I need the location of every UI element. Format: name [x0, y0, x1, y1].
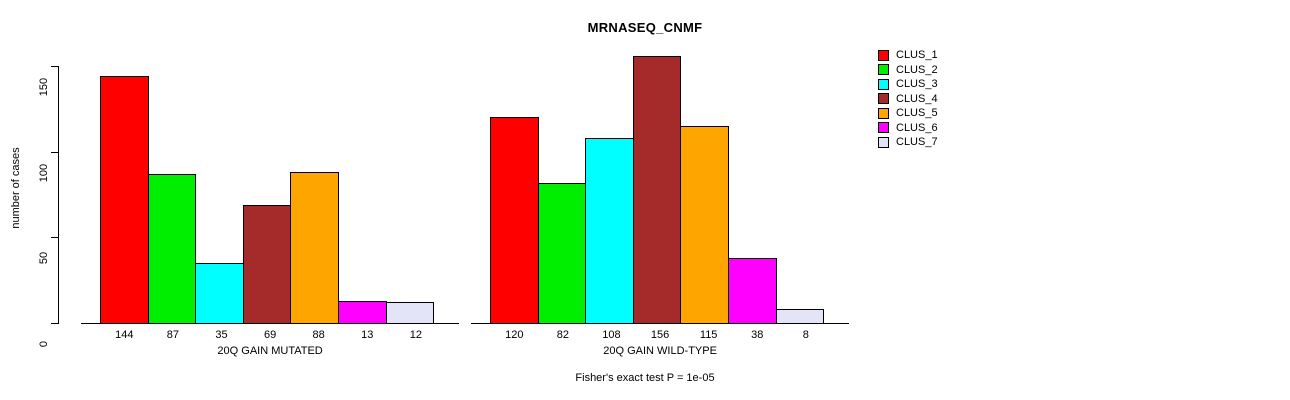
bar-group — [100, 66, 440, 324]
legend-swatch-icon — [878, 78, 889, 90]
bar-clus_4[interactable] — [632, 55, 682, 324]
bar-value-label: 82 — [556, 329, 570, 341]
y-axis-tick — [51, 151, 58, 153]
legend-swatch-icon — [878, 136, 889, 148]
y-axis-tick — [51, 237, 58, 239]
legend: CLUS_1 CLUS_2 CLUS_3 CLUS_4 CLUS_5 CLUS_6 CLUS… — [878, 48, 938, 150]
legend-item-clus_5[interactable]: CLUS_5 — [878, 106, 938, 121]
bar-value-label: 115 — [699, 329, 718, 341]
legend-item-label: CLUS_6 — [896, 121, 938, 134]
bar-clus_5[interactable] — [290, 172, 339, 324]
legend-swatch-icon — [878, 49, 889, 61]
x-axis-group-label: 20Q GAIN WILD-TYPE — [603, 345, 717, 357]
legend-item-clus_2[interactable]: CLUS_2 — [878, 63, 938, 78]
legend-item-label: CLUS_7 — [896, 136, 938, 149]
bar-clus_6[interactable] — [337, 300, 387, 324]
x-axis-tick-labels: 144 87 35 69 88 13 12 — [100, 329, 440, 341]
y-axis-tick-label: 100 — [38, 163, 50, 182]
bar-clus_1[interactable] — [490, 117, 539, 324]
bar-group — [490, 55, 830, 324]
y-axis-tick-label: 50 — [38, 252, 50, 265]
legend-item-clus_4[interactable]: CLUS_4 — [878, 92, 938, 107]
legend-item-label: CLUS_2 — [896, 63, 938, 76]
bar-clus_6[interactable] — [727, 257, 777, 324]
bar-clus_3[interactable] — [585, 137, 634, 324]
y-axis-line — [58, 66, 59, 324]
x-axis-group-label: 20Q GAIN MUTATED — [217, 345, 323, 357]
y-axis-tick-label: 0 — [38, 340, 50, 348]
legend-item-clus_6[interactable]: CLUS_6 — [878, 121, 938, 136]
bar-value-label: 8 — [802, 329, 809, 341]
bar-value-label: 120 — [505, 329, 524, 341]
bar-value-label: 144 — [115, 329, 134, 341]
legend-item-label: CLUS_5 — [896, 107, 938, 120]
bar-clus_2[interactable] — [147, 173, 197, 324]
y-axis-tick-label: 150 — [38, 77, 50, 97]
legend-swatch-icon — [878, 107, 889, 119]
legend-swatch-icon — [878, 64, 889, 76]
legend-item-clus_1[interactable]: CLUS_1 — [878, 48, 938, 63]
bar-value-label: 88 — [312, 329, 325, 341]
bar-value-label: 87 — [166, 329, 180, 341]
y-axis-label: number of cases — [10, 147, 22, 229]
legend-item-clus_3[interactable]: CLUS_3 — [878, 77, 938, 92]
legend-item-label: CLUS_1 — [896, 49, 938, 62]
legend-item-label: CLUS_3 — [896, 78, 938, 91]
page-title: MRNASEQ_CNMF — [587, 20, 703, 35]
legend-swatch-icon — [878, 122, 889, 134]
bar-value-label: 35 — [215, 329, 228, 341]
statistical-annotation: Fisher's exact test P = 1e-05 — [575, 372, 715, 384]
bar-value-label: 108 — [602, 329, 621, 341]
bar-clus_2[interactable] — [537, 182, 587, 324]
legend-item-label: CLUS_4 — [896, 92, 938, 105]
bar-clus_3[interactable] — [195, 263, 244, 324]
legend-item-clus_7[interactable]: CLUS_7 — [878, 135, 938, 150]
bar-clus_1[interactable] — [100, 76, 149, 324]
bar-clus_4[interactable] — [242, 204, 292, 324]
bar-value-label: 12 — [409, 329, 422, 341]
legend-swatch-icon — [878, 93, 889, 105]
bar-clus_5[interactable] — [680, 125, 729, 324]
bar-value-label: 156 — [650, 329, 670, 341]
bar-clus_7[interactable] — [775, 309, 825, 324]
y-axis-tick — [51, 323, 58, 324]
y-axis-tick — [51, 66, 58, 67]
bar-value-label: 38 — [751, 329, 764, 341]
bar-value-label: 69 — [263, 329, 277, 341]
x-axis-tick-labels: 120 82 108 156 115 38 8 — [490, 329, 830, 341]
bar-value-label: 13 — [361, 329, 374, 341]
bar-clus_7[interactable] — [385, 302, 435, 324]
